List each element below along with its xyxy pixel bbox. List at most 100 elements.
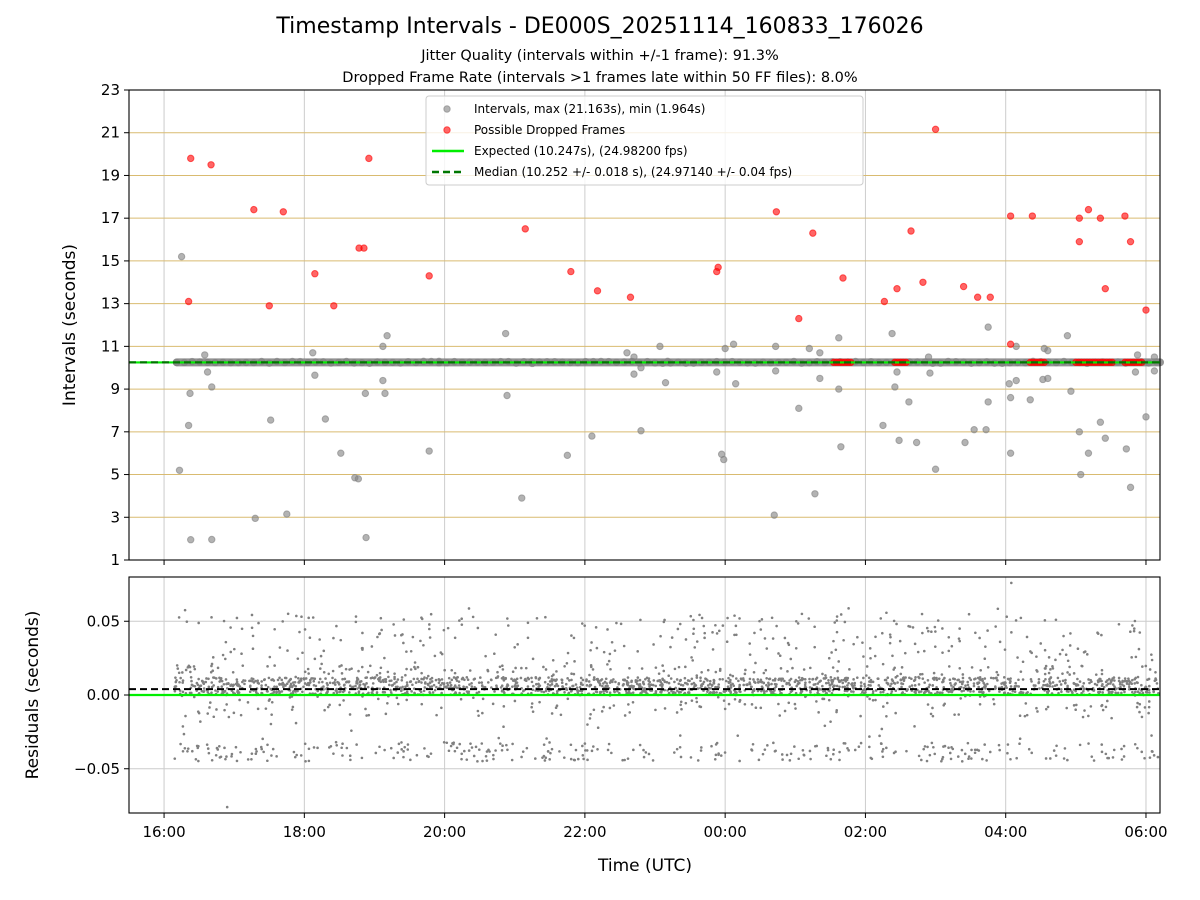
residual-point xyxy=(712,678,716,682)
residual-point xyxy=(199,720,202,723)
residual-point xyxy=(628,667,631,670)
residual-point xyxy=(843,620,847,624)
residual-point xyxy=(760,689,763,693)
residual-point xyxy=(992,702,996,706)
residual-point xyxy=(1087,742,1090,745)
residual-point xyxy=(447,676,451,680)
residual-point xyxy=(325,681,329,685)
residual-point xyxy=(753,631,756,635)
residual-point xyxy=(760,685,764,688)
residual-point xyxy=(321,680,324,684)
residual-point xyxy=(852,642,855,646)
residual-point xyxy=(405,683,409,687)
residual-point xyxy=(458,691,461,695)
residual-point xyxy=(778,714,782,717)
residual-point xyxy=(271,747,275,751)
residual-point xyxy=(596,726,600,729)
residual-point xyxy=(179,676,182,680)
residual-point xyxy=(777,652,780,655)
residual-point xyxy=(699,684,703,687)
residual-point xyxy=(892,751,896,755)
residual-point xyxy=(771,637,775,640)
residual-point xyxy=(266,665,269,668)
residual-point xyxy=(572,758,576,762)
residual-point xyxy=(437,681,441,685)
interval-point xyxy=(1012,376,1020,385)
residual-point xyxy=(963,752,967,756)
residual-point xyxy=(499,686,503,689)
residual-point xyxy=(500,748,504,752)
residual-point xyxy=(457,684,461,687)
residual-point xyxy=(802,668,806,671)
residual-point xyxy=(684,701,688,705)
residual-point xyxy=(240,652,243,656)
residual-point xyxy=(561,685,564,688)
residual-point xyxy=(801,748,805,752)
residual-point xyxy=(869,684,872,687)
residual-point xyxy=(794,691,798,695)
interval-point xyxy=(1101,434,1109,442)
residual-point xyxy=(702,680,706,684)
interval-point xyxy=(362,533,370,542)
residual-point xyxy=(546,683,550,686)
residual-point xyxy=(372,676,376,680)
residual-point xyxy=(210,616,213,619)
residual-point xyxy=(384,712,388,716)
residuals-y-label: Residuals (seconds) xyxy=(23,611,43,780)
residual-point xyxy=(173,685,177,688)
residual-point xyxy=(345,680,348,684)
residual-point xyxy=(868,745,871,749)
residual-point xyxy=(788,679,791,682)
residual-point xyxy=(592,676,596,679)
interval-point xyxy=(630,353,638,361)
residual-point xyxy=(727,680,730,684)
residual-point xyxy=(544,615,547,619)
residual-point xyxy=(1064,678,1067,682)
residual-point xyxy=(366,685,370,689)
residual-point xyxy=(460,623,464,626)
residual-point xyxy=(1043,672,1047,676)
dropped-frame-point xyxy=(839,274,847,282)
residual-point xyxy=(376,697,380,701)
residual-point xyxy=(1047,671,1051,675)
residual-point xyxy=(572,672,576,676)
residual-point xyxy=(412,677,416,681)
interval-point xyxy=(1122,445,1131,453)
residual-point xyxy=(592,708,596,712)
residual-point xyxy=(708,679,712,683)
residual-point xyxy=(378,632,382,635)
residual-point xyxy=(322,649,326,653)
residual-point xyxy=(690,677,694,681)
residual-point xyxy=(1015,756,1018,760)
residual-point xyxy=(785,682,788,686)
residual-point xyxy=(393,675,396,679)
residual-point xyxy=(868,647,872,650)
residual-point xyxy=(838,758,841,762)
residual-point xyxy=(813,645,816,649)
residual-point xyxy=(364,676,367,680)
residual-point xyxy=(261,737,264,741)
residual-point xyxy=(238,685,242,688)
residual-point xyxy=(1123,677,1127,680)
residual-point xyxy=(950,746,953,749)
residual-point xyxy=(387,675,390,679)
residual-point xyxy=(627,691,631,695)
residual-point xyxy=(492,753,495,757)
residual-point xyxy=(926,679,930,682)
residual-point xyxy=(303,682,307,685)
dropped-frame-rate-subtitle: Dropped Frame Rate (intervals >1 frames … xyxy=(342,70,858,86)
residual-point xyxy=(420,671,423,675)
residual-point xyxy=(236,689,240,692)
residual-point xyxy=(196,710,200,713)
interval-point xyxy=(381,389,389,398)
residual-point xyxy=(780,753,784,756)
residual-point xyxy=(940,759,943,763)
residual-point xyxy=(1092,759,1096,762)
residual-point xyxy=(550,747,554,751)
residual-point xyxy=(1034,684,1037,687)
residual-point xyxy=(181,681,184,684)
residual-point xyxy=(652,679,656,682)
residual-point xyxy=(563,664,566,668)
interval-point xyxy=(630,370,638,378)
residual-point xyxy=(460,757,463,761)
